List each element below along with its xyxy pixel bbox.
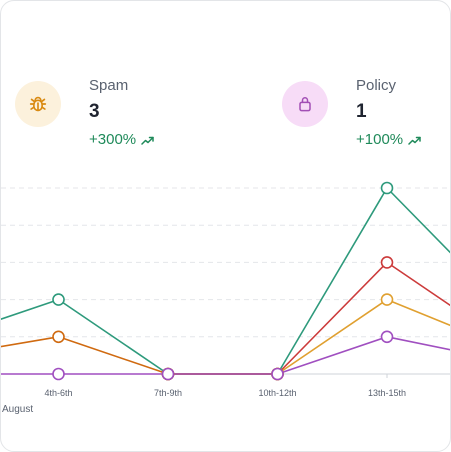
series-line-1	[168, 261, 450, 375]
spam-stat: Spam 3 +300%	[15, 77, 154, 149]
spam-change: +300%	[89, 131, 154, 149]
data-point-0	[52, 293, 65, 306]
policy-count: 1	[356, 101, 367, 122]
trend-up-icon	[141, 136, 154, 145]
x-tick-label: 4th-6th	[44, 388, 72, 398]
data-point-4	[52, 367, 65, 381]
policy-label: Policy	[356, 77, 397, 94]
policy-stat: Policy 1 +100%	[282, 77, 421, 149]
x-month-label: August	[2, 404, 33, 415]
spam-label: Spam	[89, 77, 129, 94]
series-line-0	[1, 187, 450, 375]
policy-change: +100%	[356, 131, 421, 149]
trend-up-icon	[408, 136, 421, 145]
x-tick-label: 13th-15th	[368, 388, 406, 398]
spam-change-value: +300%	[89, 131, 137, 148]
data-point-4	[380, 330, 394, 344]
bug-icon	[15, 81, 61, 127]
data-point-1	[380, 256, 394, 269]
lock-icon	[282, 81, 328, 127]
data-point-0	[380, 181, 394, 195]
policy-change-value: +100%	[356, 131, 404, 148]
x-tick-label: 10th-12th	[258, 388, 296, 398]
spam-count: 3	[89, 101, 100, 122]
data-point-4	[161, 367, 175, 381]
data-point-2	[380, 293, 394, 306]
data-point-3	[52, 330, 65, 344]
x-tick-label: 7th-9th	[154, 388, 182, 398]
series-line-4	[1, 336, 450, 375]
data-point-4	[271, 367, 284, 381]
